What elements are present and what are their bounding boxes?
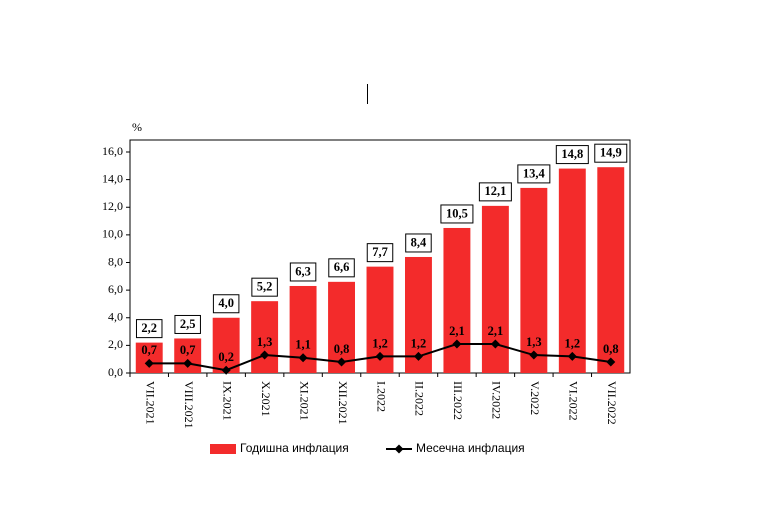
value-label: 8,4 bbox=[411, 235, 427, 249]
value-label: 7,7 bbox=[372, 245, 388, 259]
value-label-box bbox=[478, 182, 512, 202]
value-label: 2,1 bbox=[449, 324, 465, 338]
value-label: 0,2 bbox=[218, 350, 234, 364]
value-label: 14,9 bbox=[600, 146, 622, 160]
value-label: 1,2 bbox=[411, 336, 427, 350]
value-label: 2,2 bbox=[141, 321, 157, 335]
bar bbox=[443, 227, 471, 373]
value-label: 13,4 bbox=[523, 166, 546, 180]
x-tick-label: XI.2021 bbox=[297, 381, 311, 421]
value-label-box bbox=[251, 277, 278, 297]
x-tick-label: X.2021 bbox=[259, 381, 273, 417]
marker bbox=[337, 357, 347, 367]
y-tick-label: 8,0 bbox=[108, 254, 123, 268]
value-label: 6,3 bbox=[295, 264, 311, 278]
value-label: 12,1 bbox=[484, 184, 506, 198]
x-tick-label: I.2022 bbox=[374, 381, 388, 412]
value-label: 1,3 bbox=[257, 335, 273, 349]
value-label-box bbox=[594, 143, 628, 163]
marker bbox=[183, 358, 193, 368]
marker bbox=[490, 339, 500, 349]
marker bbox=[298, 353, 308, 363]
y-tick-label: 10,0 bbox=[102, 227, 123, 241]
value-label: 1,3 bbox=[526, 335, 542, 349]
value-label: 1,1 bbox=[295, 338, 311, 352]
value-label-box bbox=[328, 258, 355, 278]
bar bbox=[251, 301, 279, 373]
x-tick-label: VI.2022 bbox=[567, 381, 581, 421]
value-label: 1,2 bbox=[564, 336, 580, 350]
x-tick-label: V.2022 bbox=[528, 381, 542, 415]
x-tick-label: IV.2022 bbox=[490, 381, 504, 419]
bar bbox=[597, 167, 625, 373]
marker bbox=[144, 358, 154, 368]
legend-label: Месечна инфлация bbox=[416, 441, 525, 455]
marker bbox=[375, 351, 385, 361]
value-label: 4,0 bbox=[218, 296, 234, 310]
value-label-box bbox=[366, 243, 394, 263]
x-tick-label: VII.2022 bbox=[605, 381, 619, 425]
legend-marker bbox=[394, 444, 404, 454]
legend-swatch bbox=[210, 444, 236, 454]
x-tick-label: VII.2021 bbox=[143, 381, 157, 425]
y-tick-label: 12,0 bbox=[102, 199, 123, 213]
y-tick-label: 2,0 bbox=[108, 337, 123, 351]
marker bbox=[529, 350, 539, 360]
value-label: 0,7 bbox=[141, 343, 157, 357]
value-label: 2,1 bbox=[488, 324, 504, 338]
value-label-box bbox=[212, 294, 240, 314]
x-tick-label: XII.2021 bbox=[336, 381, 350, 425]
y-tick-label: 16,0 bbox=[102, 144, 123, 158]
value-label: 0,8 bbox=[603, 342, 619, 356]
legend-label: Годишна инфлация bbox=[240, 441, 349, 455]
value-label: 2,5 bbox=[180, 317, 196, 331]
value-label: 0,8 bbox=[334, 342, 350, 356]
value-label: 10,5 bbox=[446, 206, 468, 220]
marker bbox=[606, 357, 616, 367]
bar bbox=[135, 342, 163, 373]
value-label-box bbox=[405, 233, 432, 253]
value-label-box bbox=[517, 164, 551, 184]
x-tick-label: IX.2021 bbox=[220, 381, 234, 421]
x-tick-label: VIII.2021 bbox=[182, 381, 196, 429]
value-label-box bbox=[440, 204, 474, 224]
y-tick-label: 0,0 bbox=[108, 365, 123, 379]
value-label: 6,6 bbox=[334, 260, 350, 274]
marker bbox=[221, 365, 231, 375]
value-label-box bbox=[135, 319, 163, 339]
value-label: 0,7 bbox=[180, 343, 196, 357]
marker bbox=[567, 351, 577, 361]
marker bbox=[260, 350, 270, 360]
value-label-box bbox=[174, 314, 201, 334]
value-label-box bbox=[555, 145, 589, 165]
bar bbox=[212, 317, 240, 373]
y-tick-label: 6,0 bbox=[108, 282, 123, 296]
marker bbox=[413, 351, 423, 361]
y-tick-label: 14,0 bbox=[102, 171, 123, 185]
y-axis-unit: % bbox=[132, 120, 142, 134]
x-tick-label: III.2022 bbox=[451, 381, 465, 420]
bar bbox=[520, 187, 548, 373]
value-label: 5,2 bbox=[257, 280, 273, 294]
marker bbox=[452, 339, 462, 349]
value-label-box bbox=[289, 262, 317, 282]
x-tick-label: II.2022 bbox=[413, 381, 427, 416]
value-label: 14,8 bbox=[561, 147, 583, 161]
bar bbox=[558, 168, 586, 373]
y-tick-label: 4,0 bbox=[108, 310, 123, 324]
value-label: 1,2 bbox=[372, 336, 388, 350]
